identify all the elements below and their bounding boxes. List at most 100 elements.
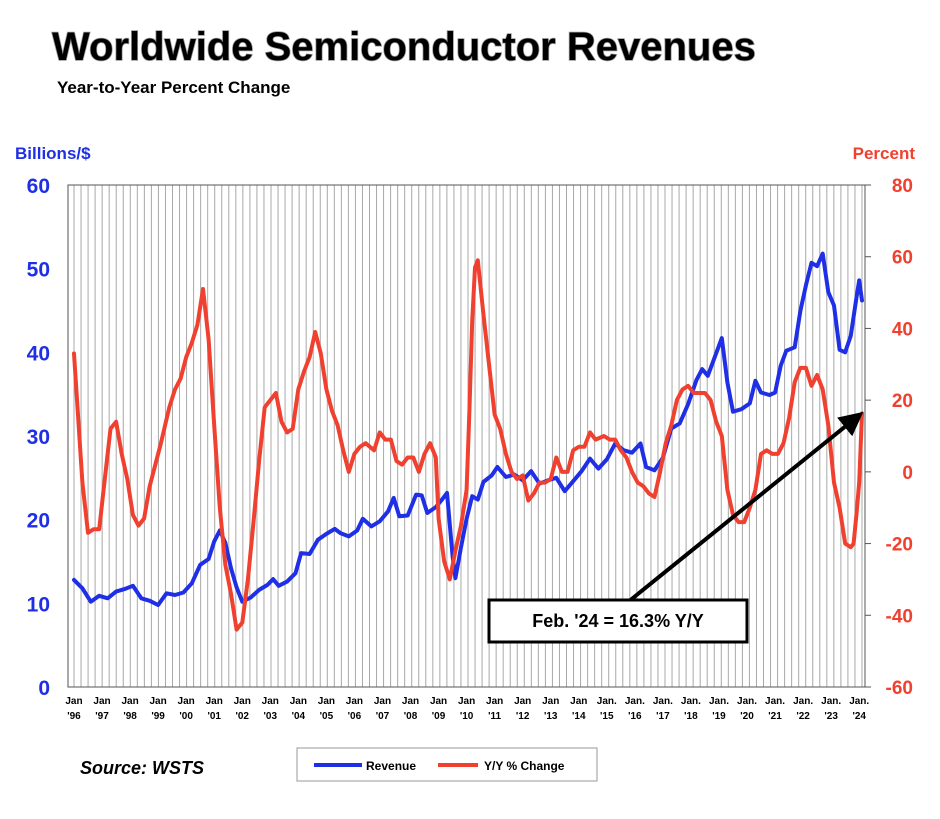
x-tick-label-bottom: '04 bbox=[292, 711, 306, 722]
x-tick: Jan '00 bbox=[178, 696, 195, 722]
annotation-box bbox=[487, 598, 749, 644]
x-tick-label-top: Jan bbox=[402, 696, 419, 707]
x-tick: Jan '07 bbox=[374, 696, 391, 722]
x-tick-label-bottom: '98 bbox=[123, 711, 137, 722]
x-tick: Jan '99 bbox=[150, 696, 167, 722]
x-tick-label-top: Jan bbox=[290, 696, 307, 707]
x-tick-label-top: Jan bbox=[178, 696, 195, 707]
x-tick-label-bottom: '15 bbox=[600, 711, 614, 722]
x-tick: Jan '01 bbox=[206, 696, 223, 722]
x-tick-label-top: Jan. bbox=[709, 696, 729, 707]
x-tick: Jan. '23 bbox=[821, 696, 841, 722]
plot-area-frame bbox=[67, 184, 866, 688]
x-tick-label-top: Jan bbox=[514, 696, 531, 707]
x-tick-label-bottom: '06 bbox=[348, 711, 362, 722]
x-tick-label-bottom: '08 bbox=[404, 711, 418, 722]
x-tick: Jan '98 bbox=[121, 696, 138, 722]
y-right-tick-label: -20 bbox=[886, 535, 913, 556]
x-tick-label-top: Jan bbox=[206, 696, 223, 707]
x-tick-label-bottom: '14 bbox=[572, 711, 586, 722]
y-right-tick-label: -40 bbox=[886, 606, 913, 627]
source-note: Source: WSTS bbox=[80, 758, 204, 778]
x-tick-label-top: Jan. bbox=[653, 696, 673, 707]
x-tick-label-top: Jan bbox=[121, 696, 138, 707]
x-tick-label-bottom: '20 bbox=[740, 711, 754, 722]
x-tick: Jan '12 bbox=[514, 696, 531, 722]
annotation: Feb. '24 = 16.3% Y/Y bbox=[487, 411, 864, 644]
y-right-tick-label: -60 bbox=[886, 678, 913, 699]
x-tick-label-bottom: '10 bbox=[460, 711, 474, 722]
x-tick-label-top: Jan bbox=[262, 696, 279, 707]
x-tick: Jan '09 bbox=[430, 696, 447, 722]
x-tick: Jan '03 bbox=[262, 696, 279, 722]
y-right-tick-label: 20 bbox=[892, 391, 913, 412]
x-tick: Jan. '21 bbox=[765, 696, 785, 722]
x-tick-label-bottom: '13 bbox=[544, 711, 558, 722]
x-tick: Jan '10 bbox=[458, 696, 475, 722]
x-tick-label-bottom: '19 bbox=[712, 711, 726, 722]
x-tick-label-top: Jan. bbox=[821, 696, 841, 707]
x-tick: Jan. '16 bbox=[625, 696, 645, 722]
x-tick: Jan. '18 bbox=[681, 696, 701, 722]
x-tick-label-bottom: '05 bbox=[320, 711, 334, 722]
x-tick-label-top: Jan bbox=[430, 696, 447, 707]
x-tick: Jan. '24 bbox=[849, 696, 869, 722]
y-left-tick-label: 60 bbox=[27, 175, 50, 198]
series-layer bbox=[72, 251, 864, 632]
x-tick-label-bottom: '16 bbox=[628, 711, 642, 722]
y-right-tick-label: 60 bbox=[892, 248, 913, 269]
x-tick-label-top: Jan bbox=[458, 696, 475, 707]
x-tick: Jan. '17 bbox=[653, 696, 673, 722]
chart-subtitle: Year-to-Year Percent Change bbox=[57, 78, 290, 97]
y-right-ticks: 80 60 40 20 0 -20 -40 -60 bbox=[865, 176, 913, 699]
x-tick: Jan. '19 bbox=[709, 696, 729, 722]
annotation-text: Feb. '24 = 16.3% Y/Y bbox=[532, 611, 704, 631]
x-tick-label-bottom: '18 bbox=[684, 711, 698, 722]
x-tick-label-bottom: '97 bbox=[95, 711, 109, 722]
x-tick: Jan '04 bbox=[290, 696, 307, 722]
y-right-tick-label: 40 bbox=[892, 319, 913, 340]
x-tick-label-bottom: '17 bbox=[656, 711, 670, 722]
y-left-tick-label: 20 bbox=[27, 510, 50, 533]
x-tick-label-bottom: '24 bbox=[852, 711, 866, 722]
x-tick: Jan '02 bbox=[234, 696, 251, 722]
x-tick-label-bottom: '22 bbox=[796, 711, 810, 722]
x-ticks: Jan '96 Jan '97 Jan '98 Jan '99 Jan '00 Jan '01 Jan '… bbox=[65, 696, 869, 722]
y-left-tick-label: 0 bbox=[38, 677, 50, 700]
x-tick-label-top: Jan bbox=[542, 696, 559, 707]
y-left-tick-label: 10 bbox=[27, 593, 50, 616]
x-tick-label-bottom: '09 bbox=[432, 711, 446, 722]
x-tick: Jan '13 bbox=[542, 696, 559, 722]
x-tick-label-top: Jan bbox=[318, 696, 335, 707]
x-tick-label-bottom: '21 bbox=[768, 711, 782, 722]
x-tick-label-bottom: '02 bbox=[235, 711, 249, 722]
x-tick-label-bottom: '01 bbox=[207, 711, 221, 722]
x-tick-label-top: Jan. bbox=[625, 696, 645, 707]
x-tick-label-top: Jan. bbox=[681, 696, 701, 707]
x-tick-label-top: Jan bbox=[93, 696, 110, 707]
x-tick: Jan '05 bbox=[318, 696, 335, 722]
legend-revenue-label: Revenue bbox=[366, 759, 416, 773]
x-tick-label-top: Jan. bbox=[597, 696, 617, 707]
x-tick-label-top: Jan bbox=[374, 696, 391, 707]
x-tick-label-bottom: '12 bbox=[516, 711, 530, 722]
legend-yoy-label: Y/Y % Change bbox=[484, 759, 565, 773]
y-left-ticks: 60 50 40 30 20 10 0 bbox=[27, 175, 50, 700]
x-tick-label-bottom: '07 bbox=[376, 711, 390, 722]
x-tick: Jan '06 bbox=[346, 696, 363, 722]
legend: Revenue Y/Y % Change bbox=[296, 747, 598, 782]
x-tick-label-top: Jan bbox=[150, 696, 167, 707]
x-tick-label-top: Jan bbox=[234, 696, 251, 707]
annotation-arrow bbox=[626, 411, 864, 604]
x-tick-label-top: Jan. bbox=[737, 696, 757, 707]
x-tick: Jan '97 bbox=[93, 696, 110, 722]
x-tick: Jan. '22 bbox=[793, 696, 813, 722]
x-tick-label-bottom: '03 bbox=[264, 711, 278, 722]
y-left-tick-label: 30 bbox=[27, 426, 50, 449]
y-left-tick-label: 40 bbox=[27, 342, 50, 365]
x-tick-label-bottom: '00 bbox=[179, 711, 193, 722]
x-tick-label-top: Jan bbox=[570, 696, 587, 707]
x-tick-label-bottom: '96 bbox=[67, 711, 81, 722]
y-left-tick-label: 50 bbox=[27, 259, 50, 282]
